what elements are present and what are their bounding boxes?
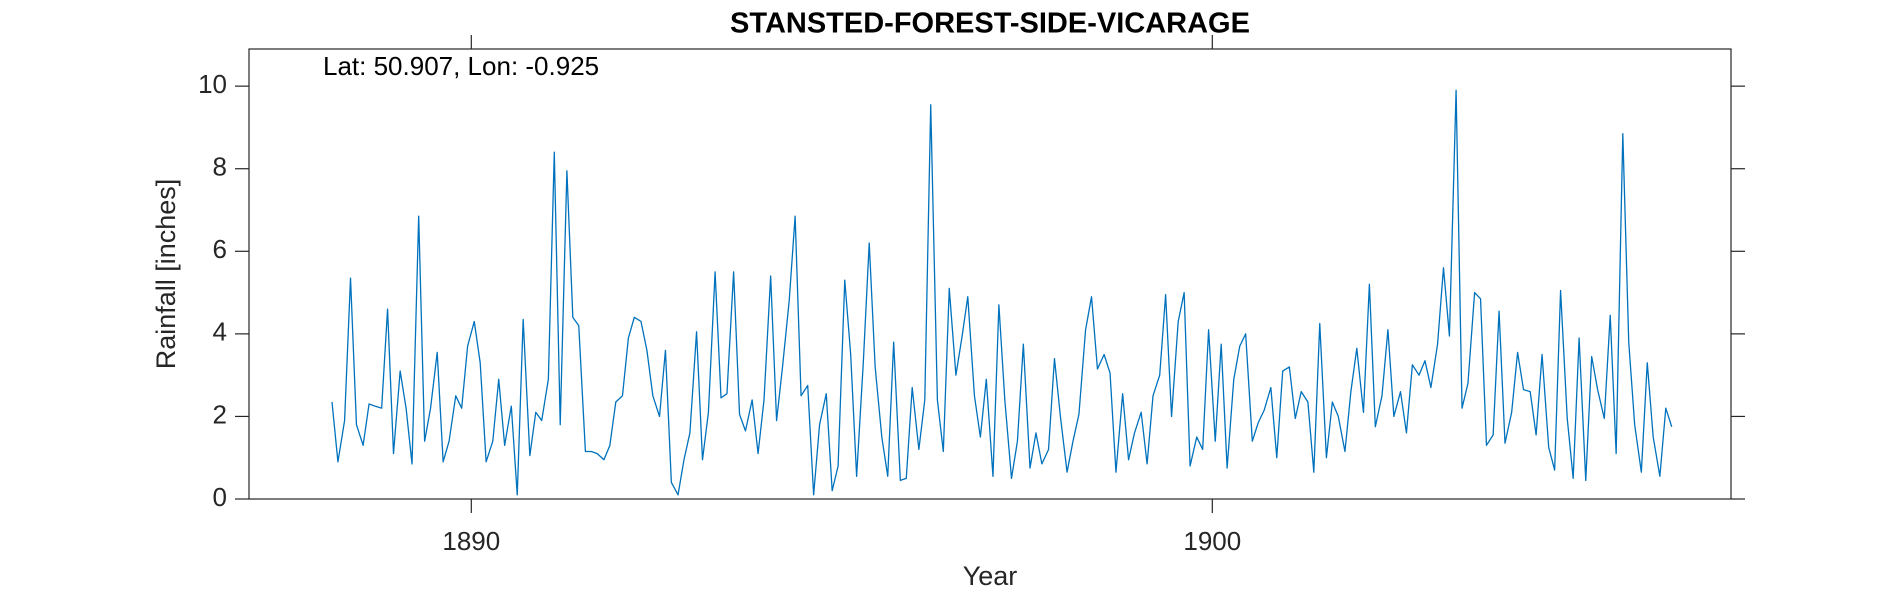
y-tick-label: 8 [213,152,227,182]
x-axis-label: Year [963,561,1018,591]
x-tick-label: 1900 [1183,526,1241,556]
annotation: Lat: 50.907, Lon: -0.925 [323,51,599,81]
y-tick-label: 10 [198,69,227,99]
y-tick-label: 4 [213,317,227,347]
y-axis-label: Rainfall [inches] [151,179,181,370]
x-tick-label: 1890 [442,526,500,556]
y-tick-label: 0 [213,482,227,512]
y-tick-label: 6 [213,234,227,264]
rainfall-line [331,89,1673,496]
chart-title: STANSTED-FOREST-SIDE-VICARAGE [730,8,1250,40]
plot-frame [248,48,1732,500]
y-tick-label: 2 [213,399,227,429]
